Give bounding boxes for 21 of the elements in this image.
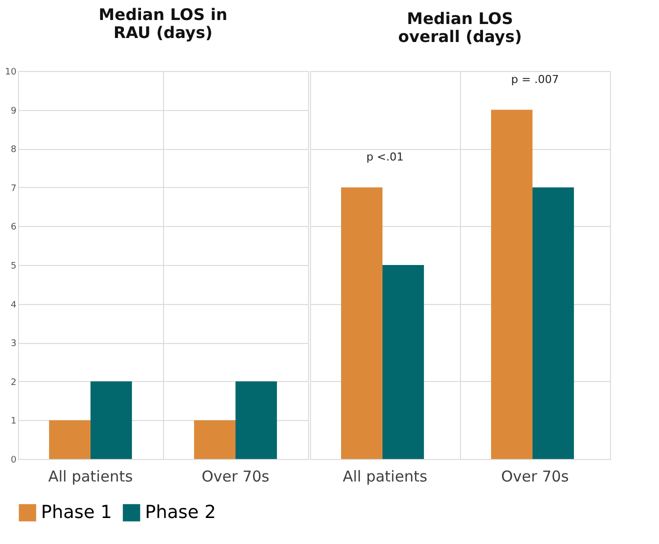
chart-title: Median LOS in RAU (days) — [98, 5, 228, 42]
y-tick-label: 5 — [10, 262, 16, 272]
x-tick-label: All patients — [342, 468, 428, 486]
y-tick-label: 6 — [10, 222, 17, 233]
legend-label: Phase 2 — [145, 502, 216, 523]
y-tick-label: 8 — [10, 145, 17, 156]
y-tick-label: 3 — [10, 339, 16, 350]
annotation: p = .007 — [511, 72, 559, 86]
y-tick-label: 0 — [10, 456, 17, 466]
y-tick-label: 2 — [10, 378, 16, 388]
chart-title: Median LOS overall (days) — [398, 9, 522, 46]
y-tick-label: 1 — [10, 416, 16, 427]
y-tick-label: 4 — [10, 300, 17, 310]
x-tick-label: All patients — [48, 468, 133, 486]
legend-label: Phase 1 — [41, 502, 112, 523]
x-tick-label: Over 70s — [202, 468, 270, 486]
y-tick-label: 10 — [5, 68, 17, 78]
y-tick-label: 9 — [10, 106, 17, 116]
annotation: p <.01 — [366, 150, 404, 164]
x-tick-label: Over 70s — [501, 468, 570, 486]
y-tick-label: 7 — [10, 184, 16, 194]
